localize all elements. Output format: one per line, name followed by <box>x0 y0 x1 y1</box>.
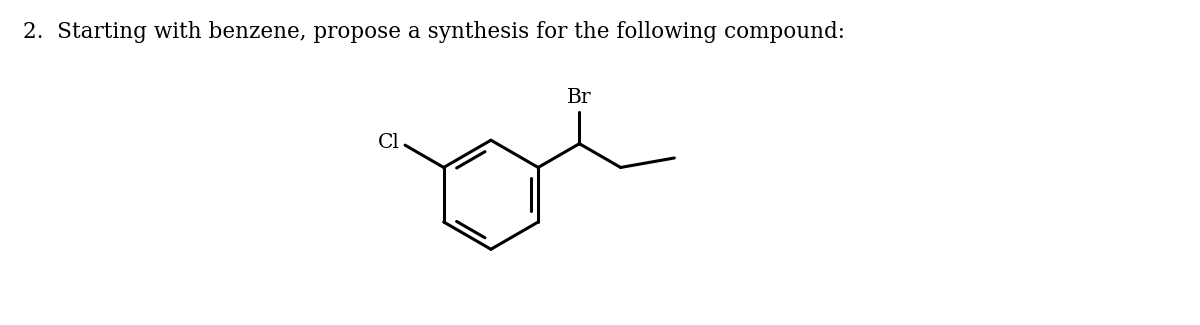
Text: Br: Br <box>568 88 592 107</box>
Text: Cl: Cl <box>378 133 400 152</box>
Text: 2.  Starting with benzene, propose a synthesis for the following compound:: 2. Starting with benzene, propose a synt… <box>23 21 845 43</box>
